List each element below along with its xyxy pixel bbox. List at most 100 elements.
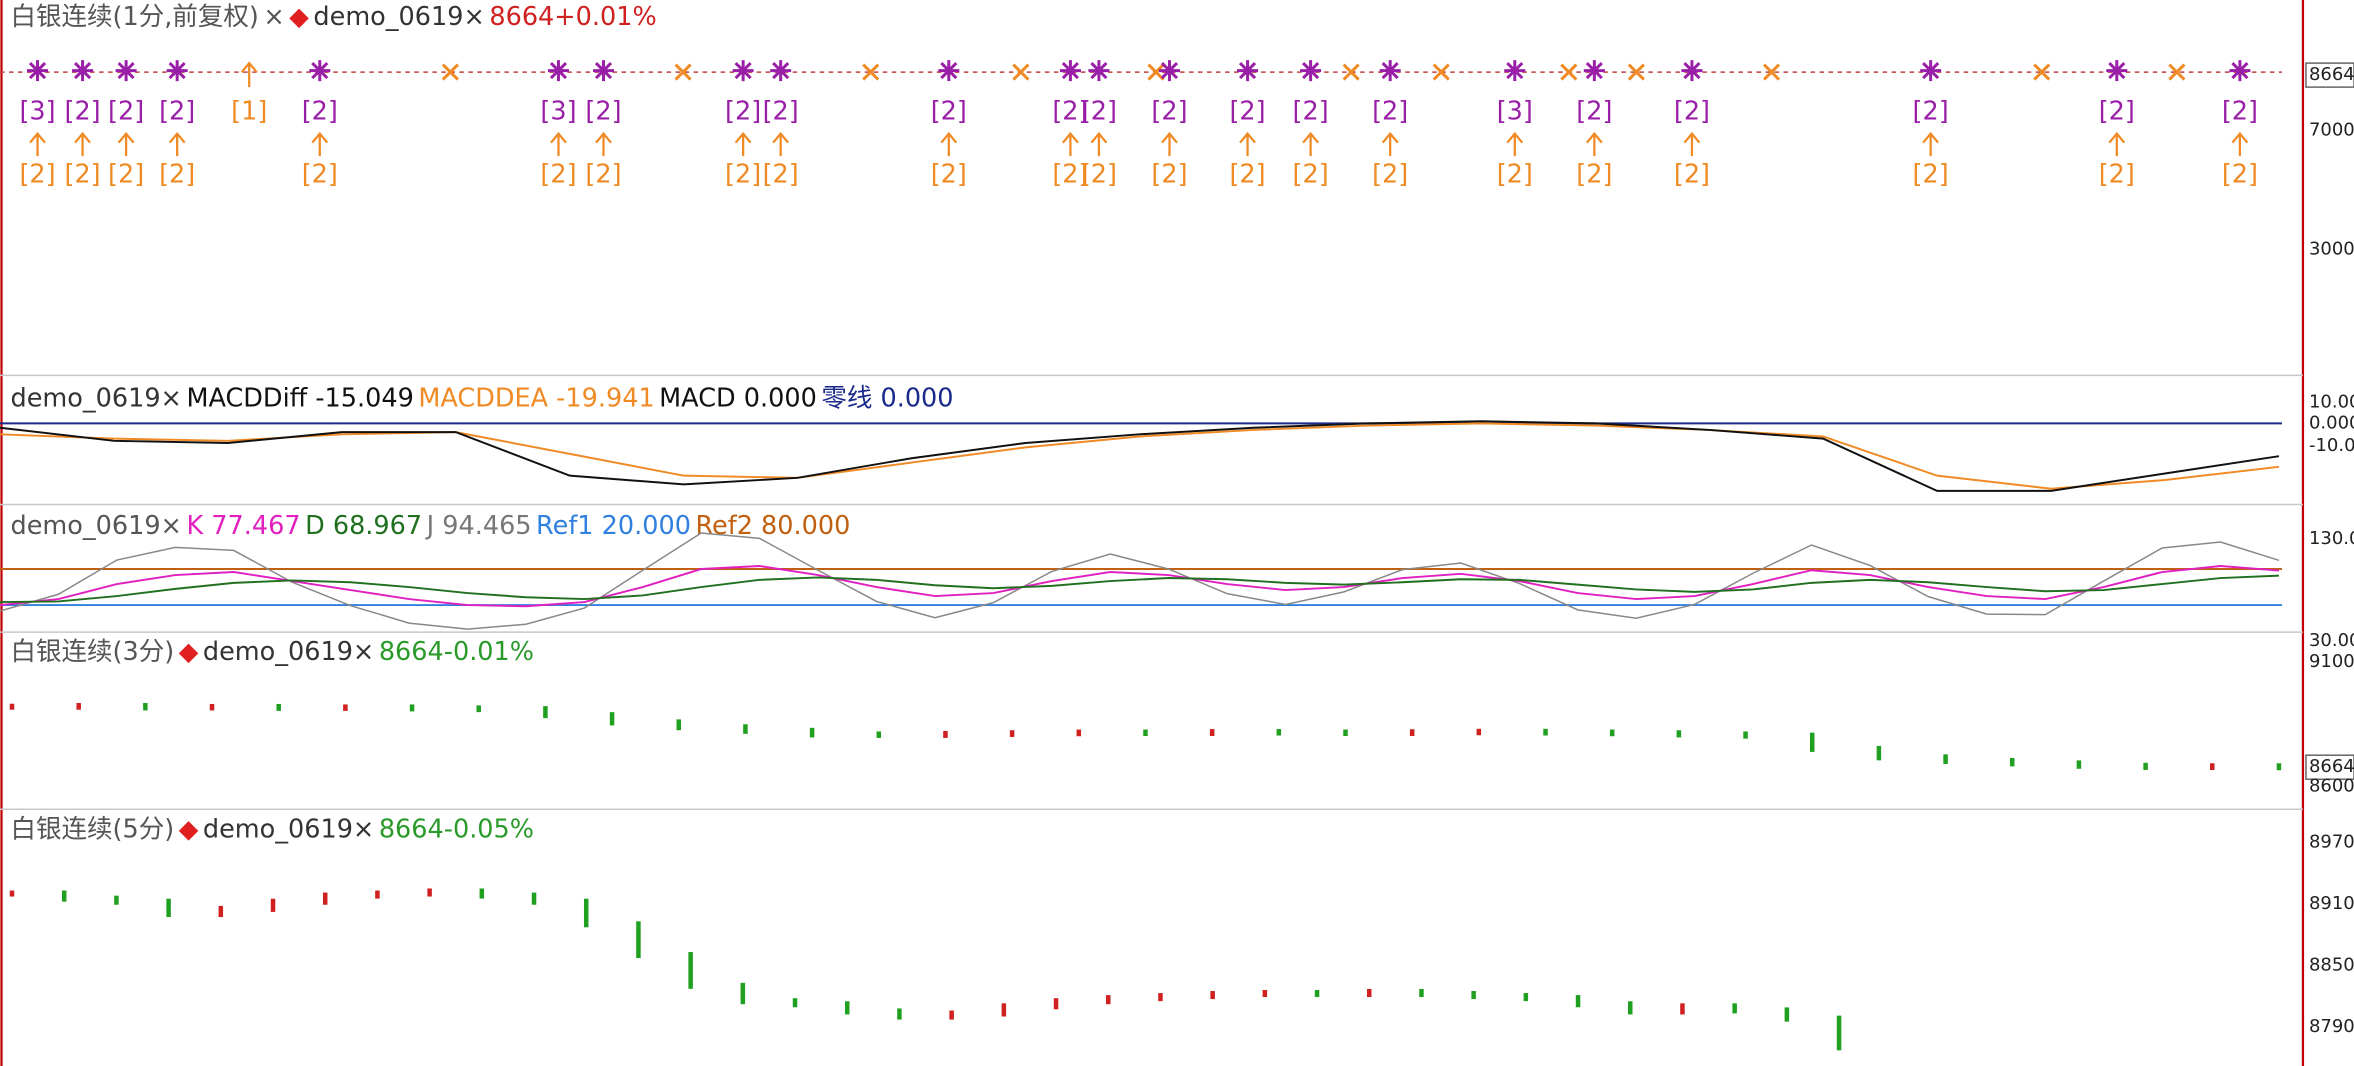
signal-label: [2] <box>1913 97 1949 127</box>
signal-label: [2] <box>1052 160 1088 190</box>
candle <box>1009 730 1015 737</box>
cross-icon <box>2168 63 2186 81</box>
candle <box>1076 729 1082 737</box>
legend-k: K 77.467 <box>186 511 300 541</box>
candle <box>2009 757 2015 767</box>
cross-icon <box>674 63 692 81</box>
signal-label: [2] <box>1293 97 1329 127</box>
candle <box>343 704 348 711</box>
signal-star <box>547 60 569 82</box>
cross-icon <box>1432 63 1450 81</box>
signal-label: [2] <box>931 160 967 190</box>
candle <box>1143 729 1148 736</box>
diff-line <box>0 420 2280 492</box>
legend-macd: MACD 0.000 <box>659 383 817 413</box>
candle <box>1209 729 1215 736</box>
signal-arrow <box>2231 131 2249 157</box>
candle <box>1314 989 1320 998</box>
price-box <box>2305 754 2354 780</box>
signal-label: [3] <box>1497 97 1533 127</box>
signal-star <box>593 60 615 82</box>
candle <box>876 731 882 738</box>
panel-header: demo_0619× MACDDiff -15.049 MACDDEA -19.94… <box>11 383 954 413</box>
signal-arrow <box>1161 131 1178 157</box>
signal-label: [2] <box>1081 97 1117 127</box>
axis-label: 8790 <box>2309 1016 2354 1037</box>
signal-arrow <box>2108 131 2126 157</box>
legend-zero: 零线 0.000 <box>821 383 953 413</box>
signal-label: [2] <box>108 97 144 127</box>
candle <box>1523 993 1529 1002</box>
signal-label: [2] <box>159 97 195 127</box>
signal-label: [2] <box>64 160 100 190</box>
signal-arrow <box>1239 131 1256 157</box>
candle <box>209 703 215 711</box>
candle <box>1743 731 1748 739</box>
signal-label: [2] <box>725 97 761 127</box>
signal-label: [2] <box>1674 160 1710 190</box>
candle <box>166 898 171 918</box>
signal-label: [2] <box>19 160 55 190</box>
title: 白银连续(1分,前复权) <box>11 2 259 32</box>
candle <box>1366 988 1372 998</box>
candle <box>743 724 748 734</box>
signal-star <box>2106 60 2128 82</box>
candle <box>740 982 746 1005</box>
signal-star <box>72 60 94 82</box>
signal-arrow <box>1062 131 1079 157</box>
candle <box>9 703 15 710</box>
signal-arrow <box>117 131 135 157</box>
signal-star <box>1920 60 1942 82</box>
price-box <box>2305 62 2354 88</box>
signal-arrow <box>1922 131 1940 157</box>
signal-label: [2] <box>1229 97 1265 127</box>
close-button: × <box>263 2 284 32</box>
signal-arrow <box>1585 131 1603 157</box>
signal-star <box>1088 60 1110 82</box>
signal-arrow <box>29 131 46 157</box>
signal-label: [2] <box>1293 160 1329 190</box>
signal-label: [2] <box>2222 160 2258 190</box>
signal-arrow <box>1381 131 1399 157</box>
panel-header: 白银连续(3分) ◆ demo_0619× 8664-0.01% <box>11 637 535 667</box>
signal-label: [2] <box>302 97 338 127</box>
cross-icon <box>1147 63 1165 81</box>
candle <box>479 888 485 899</box>
panel-header: 白银连续(1分,前复权) × ◆ demo_0619× 8664+0.01% <box>11 2 657 32</box>
candle <box>636 921 641 959</box>
signal-star <box>1504 60 1526 82</box>
signal-star <box>1237 60 1259 82</box>
candle <box>276 703 281 711</box>
candle <box>609 712 615 726</box>
legend-ref1: Ref1 20.000 <box>536 511 691 541</box>
title: 白银连续(5分) <box>11 814 175 844</box>
candle <box>375 890 380 899</box>
candle <box>688 952 693 989</box>
candle <box>1262 989 1268 998</box>
axis-label: 10.00 <box>2309 391 2354 412</box>
indicator-name: demo_0619× <box>203 637 374 667</box>
candle <box>1680 1003 1685 1015</box>
candle <box>143 702 148 711</box>
quote: 8664+0.01% <box>489 2 656 32</box>
signal-star <box>770 60 792 82</box>
axis-label: 8664 <box>2309 64 2354 85</box>
cross-icon <box>1342 63 1360 81</box>
candle <box>270 898 276 912</box>
legend-j: J 94.465 <box>425 511 532 541</box>
legend-diff: MACDDiff -15.049 <box>186 383 413 413</box>
signal-star <box>732 60 754 82</box>
signal-arrow <box>734 131 752 157</box>
axis-label: 7000 <box>2309 120 2354 141</box>
candle <box>218 905 224 918</box>
candle <box>1876 745 1882 761</box>
signal-label: [2] <box>1372 160 1408 190</box>
signal-star <box>938 60 960 82</box>
axis-label: 8600 <box>2309 776 2354 797</box>
signal-star <box>1379 60 1401 82</box>
legend-dea: MACDDEA -19.941 <box>418 383 654 413</box>
candle <box>1158 993 1163 1002</box>
indicator-name: demo_0619× <box>11 511 182 541</box>
